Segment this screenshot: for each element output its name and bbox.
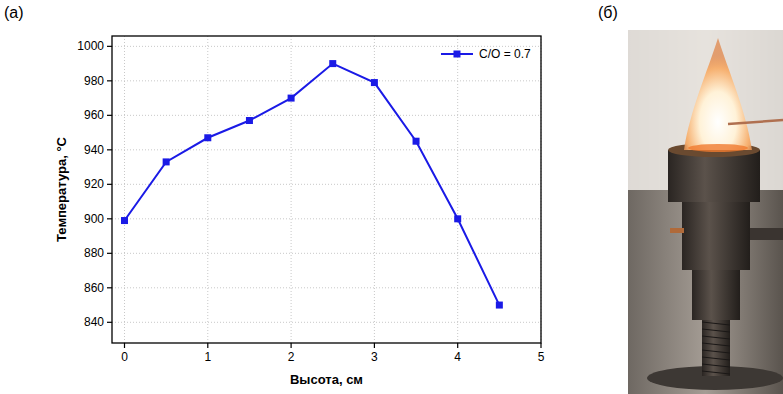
tick-label: 5 bbox=[538, 350, 545, 364]
grid-line bbox=[291, 36, 292, 343]
tick bbox=[107, 80, 112, 81]
flame bbox=[684, 38, 752, 150]
tick-label: 860 bbox=[84, 281, 104, 295]
grid-line bbox=[112, 80, 541, 81]
marker bbox=[329, 60, 336, 67]
panel-label: (б) bbox=[598, 4, 618, 21]
marker bbox=[496, 302, 503, 309]
legend-marker bbox=[453, 51, 460, 58]
tick bbox=[107, 149, 112, 150]
tick bbox=[107, 253, 112, 254]
tick-label: 920 bbox=[84, 177, 104, 191]
thread bbox=[702, 322, 730, 325]
grid-line bbox=[112, 115, 541, 116]
axis-title: Температура, °C bbox=[54, 136, 69, 242]
wire bbox=[670, 228, 684, 233]
marker bbox=[163, 158, 170, 165]
marker bbox=[413, 138, 420, 145]
thread bbox=[702, 364, 730, 367]
grid-line bbox=[112, 149, 541, 150]
tick bbox=[107, 218, 112, 219]
tick-label: 980 bbox=[84, 74, 104, 88]
tick bbox=[207, 343, 208, 348]
thread bbox=[702, 336, 730, 339]
photo-bg bbox=[628, 30, 783, 394]
tick-label: 4 bbox=[454, 350, 461, 364]
tick bbox=[107, 287, 112, 288]
tick-label: 940 bbox=[84, 143, 104, 157]
marker bbox=[121, 217, 128, 224]
thread bbox=[702, 371, 730, 374]
grid-line bbox=[112, 322, 541, 323]
tick bbox=[107, 184, 112, 185]
grid-line bbox=[112, 46, 541, 47]
marker bbox=[454, 215, 461, 222]
marker bbox=[288, 95, 295, 102]
tick-label: 880 bbox=[84, 246, 104, 260]
tick bbox=[540, 343, 541, 348]
series-line bbox=[125, 64, 500, 305]
burner-cup bbox=[668, 150, 760, 202]
grid-line bbox=[112, 253, 541, 254]
series-group bbox=[121, 60, 503, 308]
tick-label: 2 bbox=[288, 350, 295, 364]
tick-label: 840 bbox=[84, 315, 104, 329]
tick bbox=[124, 343, 125, 348]
tick bbox=[107, 115, 112, 116]
plot-frame bbox=[112, 36, 541, 343]
marker bbox=[246, 117, 253, 124]
burner-neck bbox=[682, 200, 750, 270]
thread bbox=[702, 357, 730, 360]
grid-line bbox=[112, 287, 541, 288]
marker bbox=[204, 134, 211, 141]
tick-label: 900 bbox=[84, 212, 104, 226]
thread bbox=[702, 350, 730, 353]
legend: C/O = 0.7 bbox=[441, 47, 531, 61]
tick bbox=[107, 46, 112, 47]
legend-label: C/O = 0.7 bbox=[479, 47, 531, 61]
thread bbox=[702, 343, 730, 346]
tick-label: 1 bbox=[204, 350, 211, 364]
grid-line bbox=[112, 184, 541, 185]
thread bbox=[702, 329, 730, 332]
tick-label: 960 bbox=[84, 108, 104, 122]
tick bbox=[374, 343, 375, 348]
grid-line bbox=[207, 36, 208, 343]
tick-label: 3 bbox=[371, 350, 378, 364]
rod bbox=[728, 120, 783, 124]
marker bbox=[371, 79, 378, 86]
burner-screw bbox=[702, 318, 730, 376]
photo bbox=[628, 30, 783, 394]
axis-title: Высота, см bbox=[290, 372, 363, 387]
tick-label: 1000 bbox=[77, 39, 104, 53]
tick bbox=[290, 343, 291, 348]
grid-line bbox=[112, 218, 541, 219]
side-pipe bbox=[750, 228, 783, 240]
tick-label: 0 bbox=[121, 350, 128, 364]
flame-base bbox=[688, 144, 748, 152]
grid-line bbox=[124, 36, 125, 343]
panel-label: (а) bbox=[4, 4, 24, 21]
grid-line bbox=[457, 36, 458, 343]
tick bbox=[457, 343, 458, 348]
burner-body bbox=[692, 268, 740, 320]
tick bbox=[107, 322, 112, 323]
